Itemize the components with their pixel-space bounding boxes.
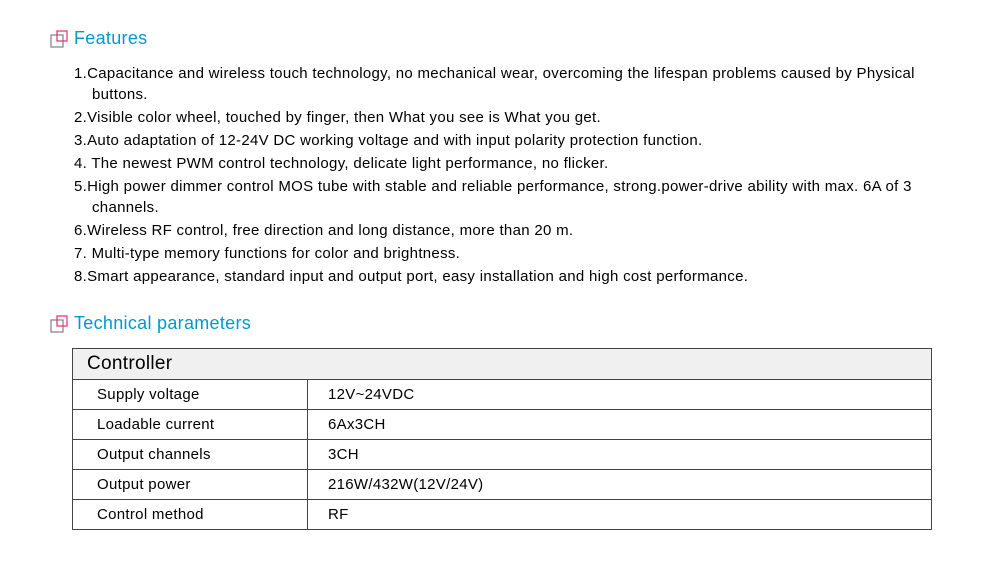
feature-num: 4. (74, 155, 87, 172)
table-row: Supply voltage 12V~24VDC (73, 380, 932, 410)
tech-params-title: Technical parameters (74, 313, 251, 334)
feature-text: Multi-type memory functions for color an… (87, 245, 460, 262)
spec-value: 216W/432W(12V/24V) (308, 470, 932, 500)
tech-params-heading: Technical parameters (50, 313, 932, 334)
features-list: 1.Capacitance and wireless touch technol… (50, 63, 932, 287)
feature-item: 8.Smart appearance, standard input and o… (74, 266, 932, 287)
spec-label: Supply voltage (73, 380, 308, 410)
features-heading: Features (50, 28, 932, 49)
feature-num: 8. (74, 268, 87, 285)
feature-item: 7. Multi-type memory functions for color… (74, 243, 932, 264)
features-title: Features (74, 28, 147, 49)
table-header: Controller (73, 349, 932, 380)
spec-value: 3CH (308, 440, 932, 470)
spec-label: Loadable current (73, 410, 308, 440)
feature-text: Smart appearance, standard input and out… (87, 268, 748, 285)
feature-item: 1.Capacitance and wireless touch technol… (74, 63, 932, 105)
feature-item: 3.Auto adaptation of 12-24V DC working v… (74, 130, 932, 151)
spec-value: 12V~24VDC (308, 380, 932, 410)
feature-num: 7. (74, 245, 87, 262)
spec-table: Controller Supply voltage 12V~24VDC Load… (72, 348, 932, 530)
feature-text: Wireless RF control, free direction and … (87, 222, 573, 239)
table-header-row: Controller (73, 349, 932, 380)
feature-num: 6. (74, 222, 87, 239)
spec-label: Control method (73, 500, 308, 530)
spec-value: 6Ax3CH (308, 410, 932, 440)
spec-label: Output channels (73, 440, 308, 470)
feature-text: Capacitance and wireless touch technolog… (87, 65, 915, 103)
spec-value: RF (308, 500, 932, 530)
bullet-icon (50, 30, 68, 48)
bullet-icon (50, 315, 68, 333)
feature-num: 2. (74, 109, 87, 126)
feature-text: The newest PWM control technology, delic… (87, 155, 608, 172)
feature-item: 2.Visible color wheel, touched by finger… (74, 107, 932, 128)
table-row: Control method RF (73, 500, 932, 530)
table-row: Output channels 3CH (73, 440, 932, 470)
spec-label: Output power (73, 470, 308, 500)
feature-num: 3. (74, 132, 87, 149)
feature-item: 4. The newest PWM control technology, de… (74, 153, 932, 174)
table-row: Output power 216W/432W(12V/24V) (73, 470, 932, 500)
table-row: Loadable current 6Ax3CH (73, 410, 932, 440)
feature-text: High power dimmer control MOS tube with … (87, 178, 912, 216)
feature-text: Auto adaptation of 12-24V DC working vol… (87, 132, 702, 149)
feature-item: 6.Wireless RF control, free direction an… (74, 220, 932, 241)
feature-item: 5.High power dimmer control MOS tube wit… (74, 176, 932, 218)
feature-num: 1. (74, 65, 87, 82)
feature-text: Visible color wheel, touched by finger, … (87, 109, 601, 126)
feature-num: 5. (74, 178, 87, 195)
